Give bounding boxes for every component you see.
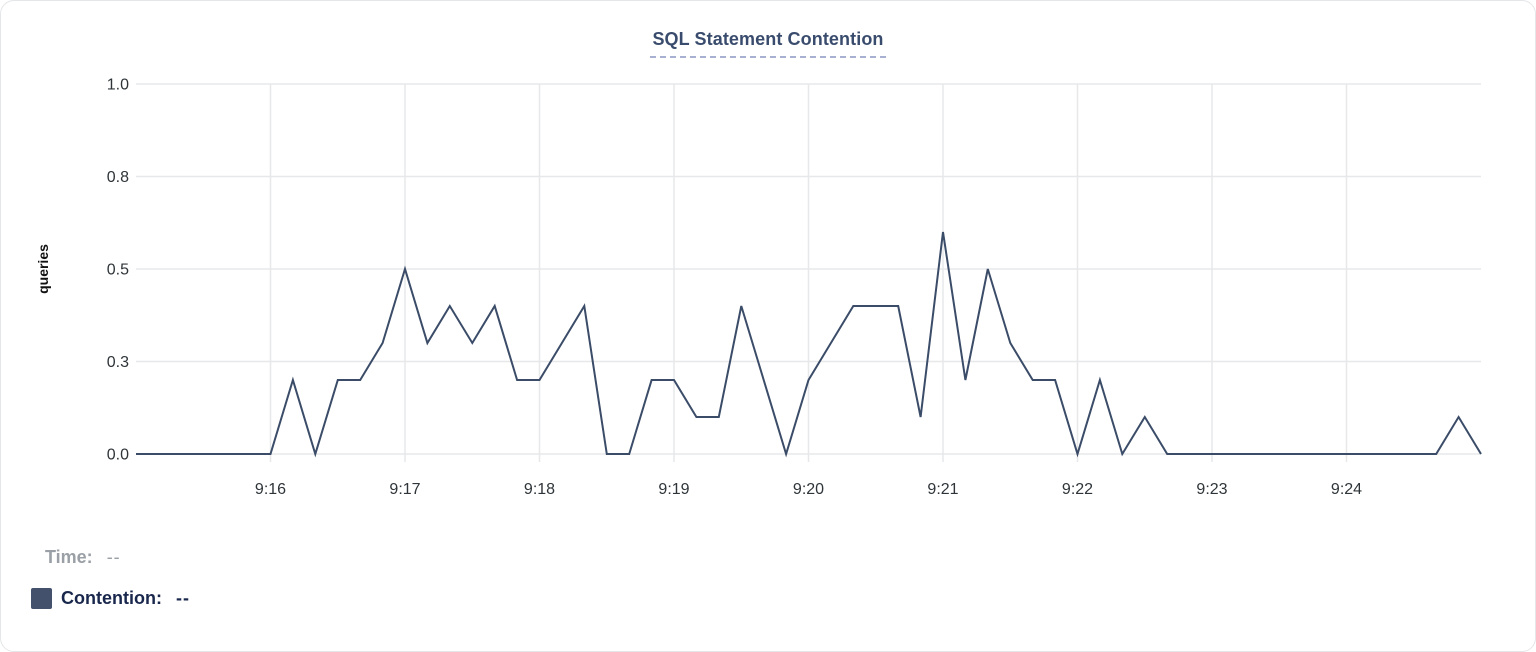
x-tick-label: 9:17 bbox=[389, 481, 420, 498]
x-tick-label: 9:20 bbox=[793, 481, 824, 498]
legend-time-value: -- bbox=[106, 547, 121, 567]
y-tick-label: 1.0 bbox=[107, 77, 129, 94]
legend-contention-label: Contention: bbox=[61, 588, 162, 608]
x-tick-label: 9:21 bbox=[927, 481, 958, 498]
y-tick-label: 0.8 bbox=[107, 169, 129, 186]
y-tick-label: 0.0 bbox=[107, 447, 129, 464]
x-tick-label: 9:19 bbox=[658, 481, 689, 498]
legend-contention-row: Contention: -- bbox=[31, 588, 1535, 609]
chart-title[interactable]: SQL Statement Contention bbox=[650, 29, 886, 58]
x-tick-label: 9:23 bbox=[1196, 481, 1227, 498]
hover-legend: Time: -- Contention: -- bbox=[1, 539, 1535, 609]
legend-contention-value: -- bbox=[175, 588, 190, 608]
x-tick-label: 9:16 bbox=[255, 481, 286, 498]
y-tick-label: 0.3 bbox=[107, 354, 129, 371]
contention-series-swatch bbox=[31, 588, 52, 609]
chart-header: SQL Statement Contention bbox=[1, 29, 1535, 58]
legend-time-label: Time: bbox=[45, 547, 93, 567]
legend-time-row: Time: -- bbox=[45, 547, 1535, 568]
x-tick-label: 9:24 bbox=[1331, 481, 1362, 498]
contention-series-line bbox=[136, 231, 1482, 458]
contention-chart[interactable]: 0.0 0.3 0.5 0.8 1.0 9:16 9:17 9:18 9:19 9:20 9:21 9… bbox=[1, 1, 1536, 513]
y-tick-label: 0.5 bbox=[107, 262, 129, 279]
y-axis-title: queries bbox=[35, 244, 51, 294]
x-tick-label: 9:22 bbox=[1062, 481, 1093, 498]
x-tick-label: 9:18 bbox=[524, 481, 555, 498]
